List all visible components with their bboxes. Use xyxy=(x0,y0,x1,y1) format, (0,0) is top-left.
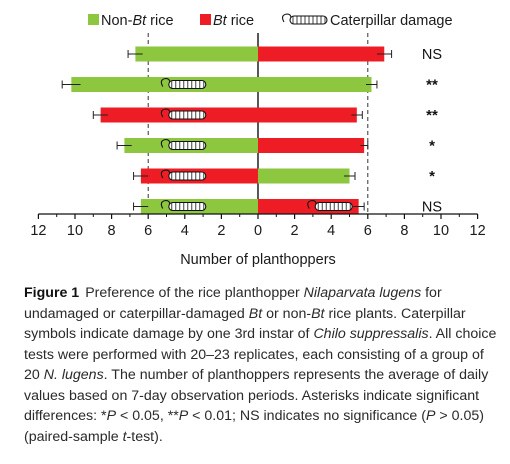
bar-right xyxy=(258,138,365,153)
figure-caption: Figure 1 Preference of the rice planthopp… xyxy=(24,283,502,447)
tick-label: 2 xyxy=(217,223,225,239)
caption-text: Preference of the rice planthopper Nilap… xyxy=(24,285,497,445)
bar-row-5: * xyxy=(133,168,435,185)
legend-label-nonbt: Non-Bt rice xyxy=(101,13,174,29)
bar-left xyxy=(71,77,258,92)
caterpillar-icon xyxy=(160,199,207,212)
tick-label: 8 xyxy=(400,223,408,239)
caterpillar-icon xyxy=(160,77,207,90)
bar-row-6: NS xyxy=(133,199,442,216)
tick-label: 12 xyxy=(30,223,46,239)
legend-item-nonbt: Non-Bt rice xyxy=(88,13,174,29)
bar-rows: NS******NS xyxy=(61,46,442,216)
significance-label: NS xyxy=(422,200,442,216)
legend-swatch-nonbt xyxy=(88,14,99,25)
bar-right xyxy=(258,46,385,62)
bar-right xyxy=(258,107,357,123)
reference-lines xyxy=(147,33,369,214)
legend-item-damage: Caterpillar damage xyxy=(282,13,453,29)
caterpillar-icon xyxy=(282,13,328,25)
bar-row-2: ** xyxy=(61,77,438,94)
caterpillar-icon xyxy=(160,108,207,120)
tick-label: 2 xyxy=(291,223,299,239)
tick-label: 12 xyxy=(470,223,486,239)
tick-label: 0 xyxy=(254,223,262,239)
legend-item-bt: Bt rice xyxy=(200,13,254,29)
planthopper-preference-chart: Non-Bt rice Bt rice Caterpillar damage NS *… xyxy=(30,13,486,268)
tick-label: 6 xyxy=(144,223,152,239)
tick-label: 10 xyxy=(433,223,449,239)
significance-label: * xyxy=(429,168,435,185)
bar-row-3: ** xyxy=(92,107,438,124)
tick-label: 4 xyxy=(327,223,335,239)
caption-lead: Figure 1 xyxy=(24,285,80,301)
tick-label: 4 xyxy=(181,223,189,239)
caterpillar-icon xyxy=(160,169,207,181)
significance-label: ** xyxy=(426,77,438,94)
bar-left xyxy=(135,46,258,62)
chart-legend: Non-Bt rice Bt rice Caterpillar damage xyxy=(88,13,453,29)
x-axis-label: Number of planthoppers xyxy=(180,252,336,268)
x-axis: 12 10 8 6 4 2 0 2 4 6 8 10 12 xyxy=(30,213,486,239)
caterpillar-icon xyxy=(160,138,207,151)
significance-label: NS xyxy=(422,47,442,63)
bar-right xyxy=(258,77,372,92)
bar-row-1: NS xyxy=(127,46,442,63)
bar-row-4: * xyxy=(116,138,435,155)
tick-label: 6 xyxy=(364,223,372,239)
tick-label: 10 xyxy=(67,223,83,239)
significance-label: ** xyxy=(426,107,438,124)
legend-label-damage: Caterpillar damage xyxy=(330,13,453,29)
bar-right xyxy=(258,168,350,184)
significance-label: * xyxy=(429,138,435,155)
legend-swatch-bt xyxy=(200,14,211,25)
legend-label-bt: Bt rice xyxy=(213,13,254,29)
tick-label: 8 xyxy=(108,223,116,239)
caterpillar-icon xyxy=(307,199,353,212)
